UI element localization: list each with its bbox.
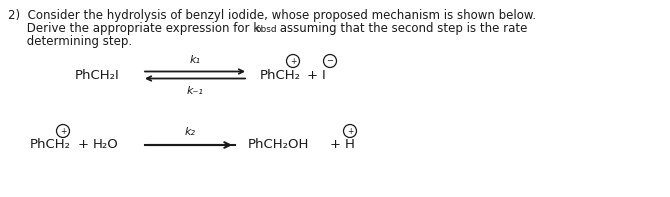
Text: Derive the appropriate expression for k: Derive the appropriate expression for k <box>8 22 260 35</box>
Text: PhCH₂: PhCH₂ <box>260 69 301 82</box>
Text: k₋₁: k₋₁ <box>186 86 204 96</box>
Text: +: + <box>330 138 341 151</box>
Text: PhCH₂I: PhCH₂I <box>75 69 120 82</box>
Text: k₁: k₁ <box>190 55 200 65</box>
Text: +: + <box>347 126 353 136</box>
Text: PhCH₂OH: PhCH₂OH <box>248 138 310 151</box>
Text: +: + <box>290 57 296 65</box>
Text: assuming that the second step is the rate: assuming that the second step is the rat… <box>276 22 527 35</box>
Text: k₂: k₂ <box>184 127 196 137</box>
Text: +: + <box>60 126 66 136</box>
Text: −: − <box>326 57 334 65</box>
Text: determining step.: determining step. <box>8 35 132 48</box>
Text: H: H <box>345 138 355 151</box>
Text: 2)  Consider the hydrolysis of benzyl iodide, whose proposed mechanism is shown : 2) Consider the hydrolysis of benzyl iod… <box>8 9 536 22</box>
Text: obsd: obsd <box>256 25 277 34</box>
Text: H₂O: H₂O <box>93 138 119 151</box>
Text: PhCH₂: PhCH₂ <box>30 138 71 151</box>
Text: +: + <box>307 69 318 82</box>
Text: I: I <box>322 69 326 82</box>
Text: +: + <box>78 138 89 151</box>
